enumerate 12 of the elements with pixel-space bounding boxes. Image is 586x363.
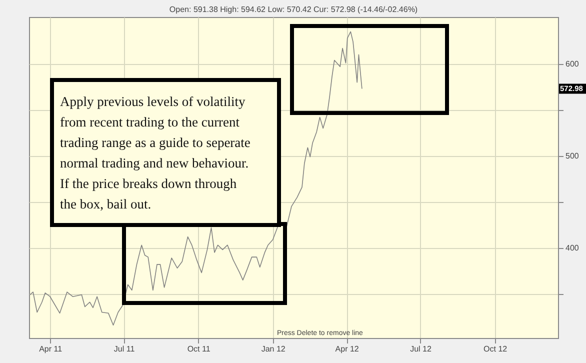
x-tick-label: Apr 12 bbox=[335, 344, 360, 354]
y-tick-label: 600 bbox=[566, 59, 580, 68]
y-tick-label: 400 bbox=[566, 243, 580, 252]
x-tick-label: Oct 11 bbox=[187, 344, 211, 354]
chart-title: Open: 591.38 High: 594.62 Low: 570.42 Cur: 572.98 (-14.46/-02.46%) bbox=[169, 5, 418, 14]
x-tick-label: Oct 12 bbox=[484, 344, 508, 354]
x-tick-label: Jul 12 bbox=[410, 344, 432, 354]
annotation: Apply previous levels of volatility from recent trading to the current trading range as a guide to seperate normal trading and new behaviour. If the price breaks down through the box, bail out. bbox=[60, 94, 250, 212]
y-tick-label: 500 bbox=[566, 151, 580, 160]
x-tick-label: Apr 11 bbox=[39, 344, 63, 354]
x-tick-label: Jul 11 bbox=[114, 344, 136, 354]
x-tick-label: Jan 12 bbox=[261, 344, 286, 354]
